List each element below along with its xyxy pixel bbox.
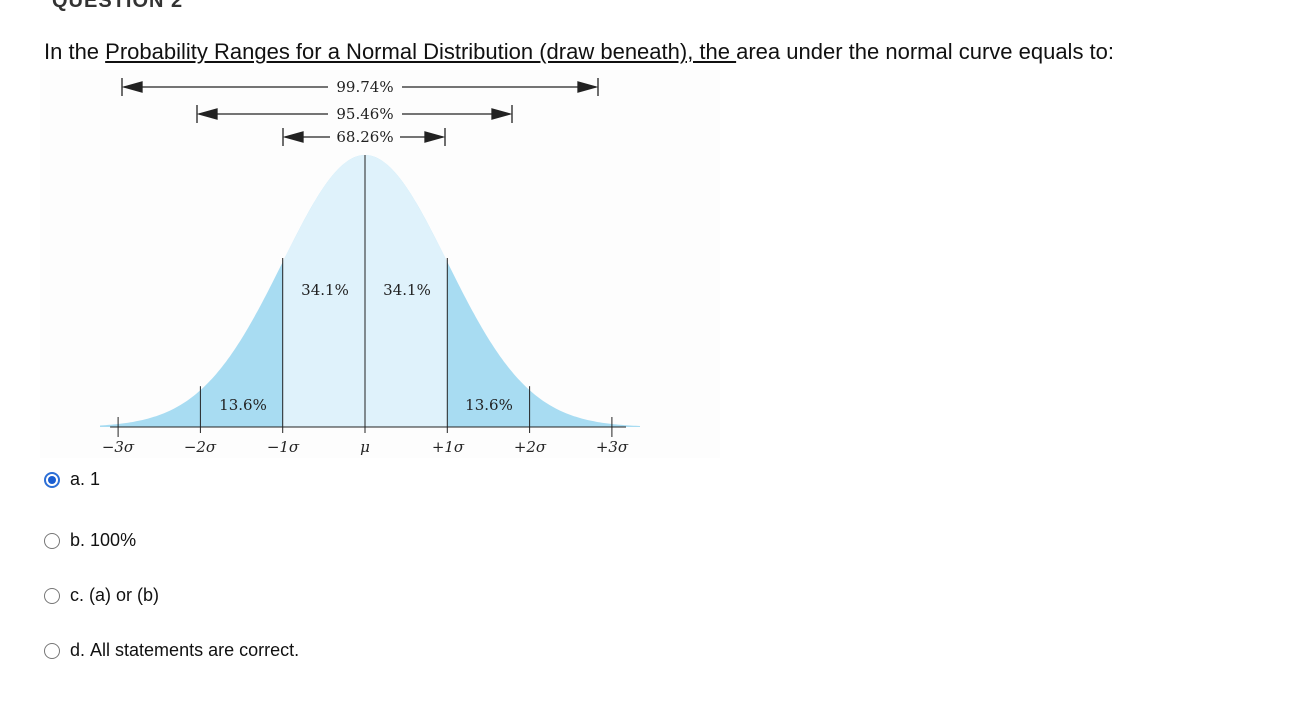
option-b-text: 100% (90, 530, 137, 550)
axis-label-plus-1-sigma: +1σ (432, 438, 465, 456)
option-c-letter: c. (70, 585, 85, 605)
range-99-arrow (121, 78, 599, 96)
option-d-radio[interactable] (44, 642, 60, 659)
option-d-text: All statements are correct. (90, 640, 300, 660)
range-68-label: 68.26% (336, 128, 393, 146)
option-d-letter: d. (70, 640, 86, 660)
option-b-letter: b. (70, 530, 86, 550)
option-a-text: 1 (90, 469, 101, 489)
region-label-left-13: 13.6% (219, 396, 267, 414)
range-68-left-arrowhead (282, 131, 304, 143)
tick-marks (110, 417, 620, 437)
range-95-left-arrowhead (196, 108, 218, 120)
axis-label-minus-2-sigma: −2σ (184, 438, 217, 456)
region-label-right-13: 13.6% (465, 396, 513, 414)
axis-label-mu: μ (360, 438, 370, 456)
option-a[interactable]: a. 1 (44, 469, 100, 490)
option-b-radio[interactable] (44, 532, 60, 549)
normal-curve-graphic: 99.74% 95.46% 68.26% 13.6% 34.1% 34.1% 1… (40, 70, 720, 458)
option-d[interactable]: d. All statements are correct. (44, 640, 299, 661)
region-label-left-34: 34.1% (301, 281, 349, 299)
question-suffix: area under the normal curve equals to: (736, 39, 1115, 64)
range-99-left-arrowhead (121, 81, 143, 93)
range-68-arrow (282, 128, 446, 146)
question-text: In the Probability Ranges for a Normal D… (44, 38, 1114, 66)
previous-question-heading: QUESTION 2 (52, 0, 184, 12)
range-99-right-arrowhead (577, 81, 599, 93)
range-95-arrow (196, 105, 513, 123)
region-label-right-34: 34.1% (383, 281, 431, 299)
range-95-right-arrowhead (491, 108, 513, 120)
range-99-label: 99.74% (336, 78, 393, 96)
range-68-right-arrowhead (424, 131, 446, 143)
axis-label-plus-3-sigma: +3σ (596, 438, 629, 456)
range-95-label: 95.46% (336, 105, 393, 123)
normal-distribution-figure: 99.74% 95.46% 68.26% 13.6% 34.1% 34.1% 1… (40, 70, 720, 460)
axis-label-minus-3-sigma: −3σ (102, 438, 135, 456)
axis-label-plus-2-sigma: +2σ (514, 438, 547, 456)
option-c[interactable]: c. (a) or (b) (44, 585, 159, 606)
option-c-radio[interactable] (44, 587, 60, 604)
question-prefix: In the (44, 39, 106, 64)
option-a-letter: a. (70, 469, 86, 489)
option-a-radio[interactable] (44, 471, 60, 488)
option-b[interactable]: b. 100% (44, 530, 136, 551)
option-c-text: (a) or (b) (89, 585, 160, 605)
sigma-lines (199, 155, 531, 433)
question-underlined-text: Probability Ranges for a Normal Distribu… (105, 39, 737, 64)
axis-label-minus-1-sigma: −1σ (267, 438, 300, 456)
